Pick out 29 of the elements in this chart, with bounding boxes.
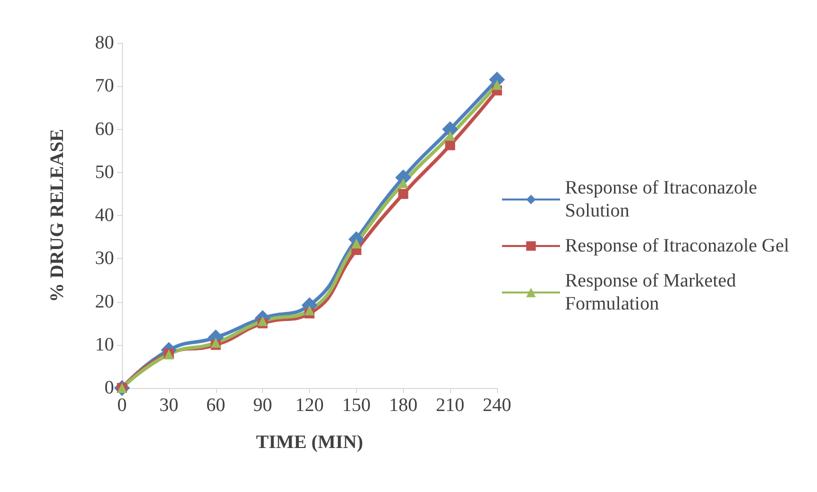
y-tick-label: 20 bbox=[95, 291, 114, 312]
legend-label: Response of Itraconazole Gel bbox=[565, 236, 790, 256]
x-tick-label: 210 bbox=[436, 395, 464, 416]
y-tick-label: 40 bbox=[95, 205, 114, 226]
point bbox=[398, 188, 408, 199]
x-tick-label: 150 bbox=[342, 395, 371, 416]
y-tick-label: 70 bbox=[95, 76, 114, 97]
x-tick-label: 0 bbox=[117, 395, 127, 416]
y-axis-title: % DRUG RELEASE bbox=[47, 128, 68, 302]
y-tick-label: 50 bbox=[95, 162, 114, 183]
y-tick-label: 30 bbox=[95, 248, 114, 270]
point bbox=[351, 238, 362, 249]
point bbox=[445, 140, 456, 150]
point bbox=[304, 305, 314, 316]
y-tick-label: 60 bbox=[95, 118, 114, 140]
x-axis-title: TIME (MIN) bbox=[256, 432, 364, 453]
point bbox=[445, 130, 456, 141]
x-tick-label: 120 bbox=[295, 395, 324, 416]
x-tick-label: 60 bbox=[206, 395, 226, 416]
x-tick-label: 30 bbox=[159, 395, 178, 416]
legend-label: Response of Itraconazole Solution bbox=[565, 178, 762, 222]
x-tick-label: 240 bbox=[482, 395, 512, 416]
point bbox=[492, 80, 502, 90]
y-tick-label: 0 bbox=[104, 378, 114, 398]
x-tick-label: 90 bbox=[253, 395, 272, 416]
y-tick-label: 10 bbox=[95, 334, 114, 356]
legend-label: Response of Marketed Formulation bbox=[565, 270, 741, 314]
y-tick-label: 80 bbox=[95, 32, 114, 54]
x-tick-label: 180 bbox=[389, 395, 418, 416]
